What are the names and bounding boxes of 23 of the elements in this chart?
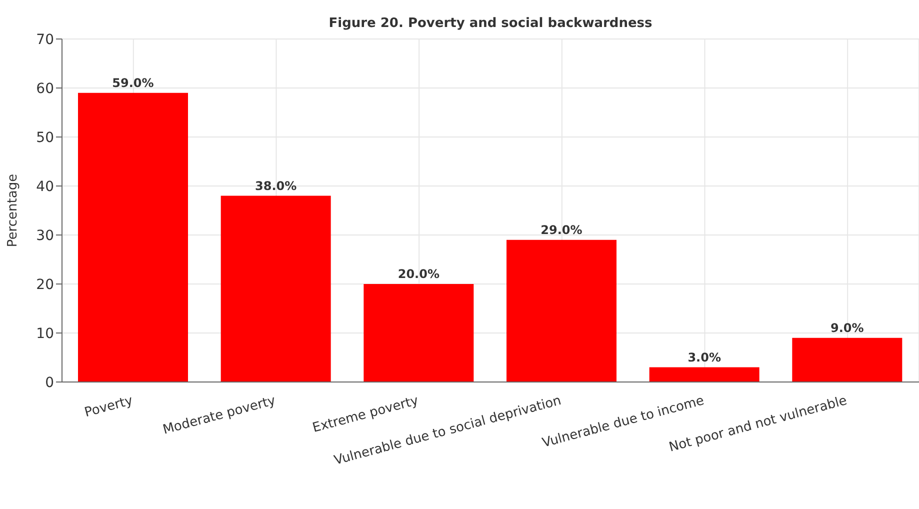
chart-title: Figure 20. Poverty and social backwardness <box>328 16 654 31</box>
y-tick-label: 10 <box>36 326 54 342</box>
bar <box>78 92 188 382</box>
y-tick-label: 30 <box>36 228 54 244</box>
bar <box>364 284 474 382</box>
data-label: 9.0% <box>830 320 864 335</box>
y-tick-label: 40 <box>36 178 54 195</box>
y-tick-label: 70 <box>36 32 54 48</box>
bar <box>506 240 616 382</box>
data-label: 20.0% <box>398 267 440 281</box>
y-tick-label: 0 <box>45 374 54 391</box>
bar <box>792 338 902 382</box>
x-tick-label: Poverty <box>83 393 135 421</box>
data-label: 3.0% <box>688 350 721 364</box>
y-tick-label: 60 <box>36 80 54 97</box>
data-label: 59.0% <box>112 76 154 90</box>
y-tick-label: 50 <box>36 130 54 146</box>
bar <box>649 367 760 382</box>
data-label: 38.0% <box>255 178 297 193</box>
data-label: 29.0% <box>540 222 582 237</box>
bar <box>220 196 331 382</box>
y-tick-label: 20 <box>36 276 54 293</box>
y-axis-title: Percentage <box>6 174 21 248</box>
